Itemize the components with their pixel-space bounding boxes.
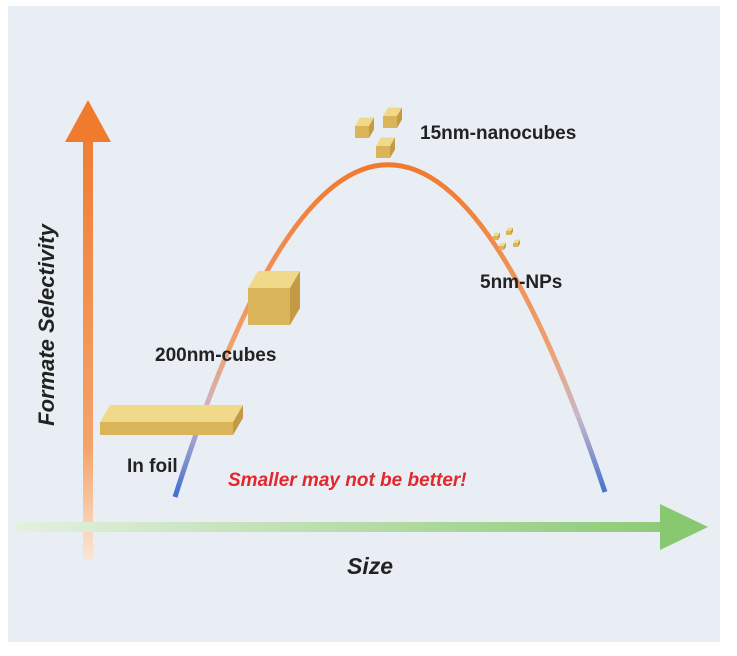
box-face — [504, 242, 506, 250]
box-face — [499, 242, 506, 246]
x-axis-arrowhead — [660, 504, 708, 550]
box-face — [100, 422, 233, 435]
panel — [8, 6, 720, 642]
box-face — [518, 239, 520, 247]
box-face — [511, 227, 513, 235]
x-axis-label: Size — [347, 553, 393, 579]
box-face — [383, 107, 402, 116]
box-face — [506, 231, 511, 235]
box-face — [376, 137, 395, 146]
selectivity-curve — [172, 162, 608, 498]
box-face — [233, 405, 243, 435]
box-face — [248, 271, 300, 288]
box-face — [493, 236, 498, 240]
box-face — [513, 243, 518, 247]
y-axis-arrowhead — [65, 100, 111, 142]
box-face — [290, 271, 300, 325]
annotation: Smaller may not be better! — [228, 470, 467, 491]
y-axis-arrow — [83, 140, 93, 560]
box-face — [390, 137, 395, 158]
box-face — [355, 117, 374, 126]
box-face — [369, 117, 374, 138]
x-axis-arrow — [15, 522, 665, 532]
box-face — [376, 146, 390, 158]
box-face — [506, 227, 513, 231]
box-face — [499, 246, 504, 250]
y-axis-label: Formate Selectivity — [34, 222, 59, 426]
box-face — [498, 232, 500, 240]
box-face — [397, 107, 402, 128]
point-label: 5nm-NPs — [480, 272, 562, 293]
box-face — [100, 405, 243, 422]
box-face — [513, 239, 520, 243]
point-label: 15nm-nanocubes — [420, 123, 576, 144]
box-face — [383, 116, 397, 128]
box-face — [248, 288, 290, 325]
point-label: 200nm-cubes — [155, 345, 276, 366]
point-label: In foil — [127, 456, 178, 477]
particles — [100, 107, 520, 435]
box-face — [493, 232, 500, 236]
box-face — [355, 126, 369, 138]
